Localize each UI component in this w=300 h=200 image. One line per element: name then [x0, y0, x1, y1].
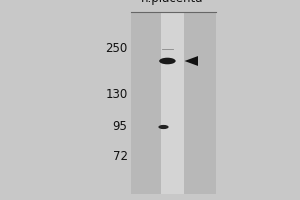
Text: h.placenta: h.placenta — [141, 0, 204, 5]
Text: 95: 95 — [112, 120, 128, 134]
Ellipse shape — [158, 125, 169, 129]
Polygon shape — [184, 56, 198, 66]
Bar — [161, 12, 184, 194]
Text: 72: 72 — [112, 150, 128, 164]
Bar — [130, 12, 216, 194]
Ellipse shape — [159, 58, 176, 64]
Text: 250: 250 — [105, 43, 128, 55]
Text: 130: 130 — [105, 88, 128, 102]
